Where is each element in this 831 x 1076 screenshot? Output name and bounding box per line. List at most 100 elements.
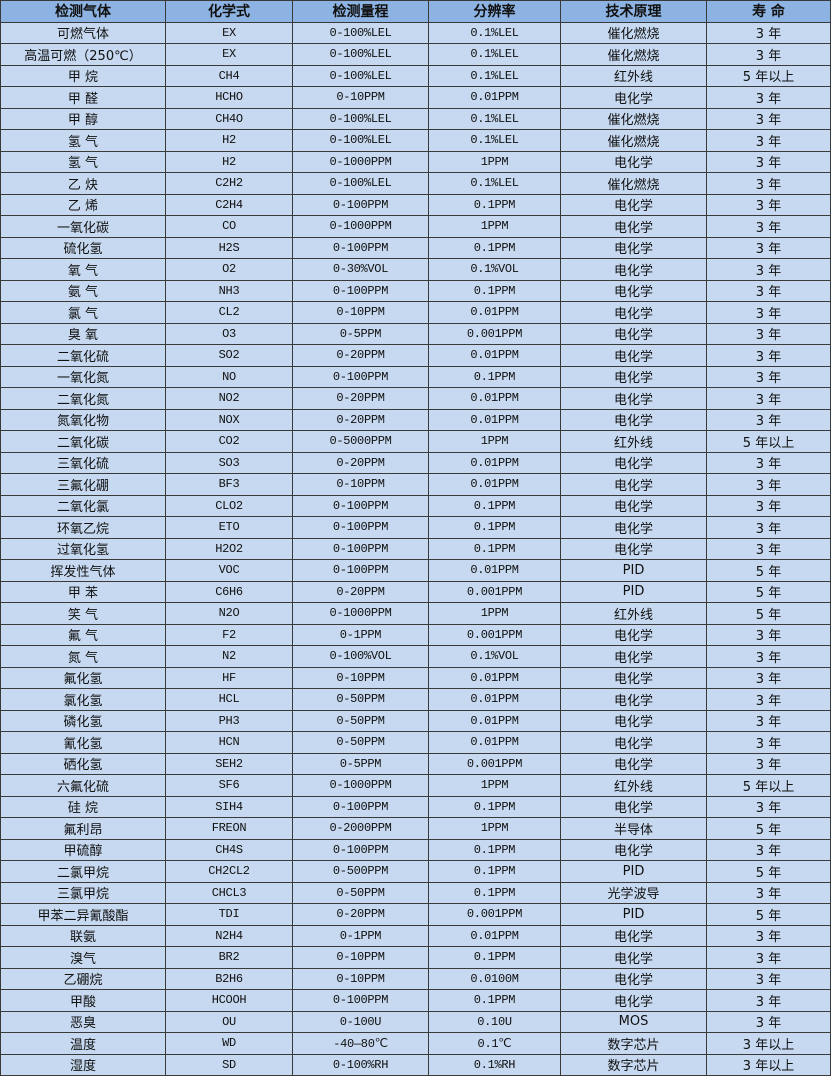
cell-gas: 磷化氢	[0, 709, 166, 732]
cell-principle: 电化学	[560, 731, 707, 754]
cell-gas: 甲 醇	[0, 107, 166, 130]
table-row: 甲 烷 CH4 0-100%LEL 0.1%LEL 红外线 5 年以上	[0, 64, 831, 87]
cell-gas: 氢 气	[0, 129, 166, 152]
cell-range: 0-20PPM	[292, 387, 429, 410]
cell-resolution: 0.1%LEL	[428, 129, 561, 152]
cell-principle: 电化学	[560, 365, 707, 388]
cell-resolution: 0.1℃	[428, 1032, 561, 1055]
cell-formula: SO2	[165, 344, 293, 367]
cell-resolution: 0.1%VOL	[428, 645, 561, 668]
cell-resolution: 0.1PPM	[428, 795, 561, 818]
cell-lifetime: 5 年	[706, 559, 831, 582]
table-row: 恶臭 OU 0-100U 0.10U MOS 3 年	[0, 1010, 831, 1033]
cell-resolution: 0.001PPM	[428, 322, 561, 345]
cell-principle: 电化学	[560, 623, 707, 646]
cell-formula: C2H2	[165, 172, 293, 195]
cell-gas: 过氧化氢	[0, 537, 166, 560]
cell-range: 0-10PPM	[292, 301, 429, 324]
table-row: 甲 醛 HCHO 0-10PPM 0.01PPM 电化学 3 年	[0, 86, 831, 109]
cell-gas: 可燃气体	[0, 21, 166, 44]
cell-range: 0-100%LEL	[292, 43, 429, 66]
cell-resolution: 0.1%RH	[428, 1053, 561, 1076]
cell-gas: 三氯甲烷	[0, 881, 166, 904]
table-row: 三氯甲烷 CHCL3 0-50PPM 0.1PPM 光学波导 3 年	[0, 881, 831, 904]
cell-resolution: 1PPM	[428, 150, 561, 173]
cell-principle: 光学波导	[560, 881, 707, 904]
cell-resolution: 0.0100M	[428, 967, 561, 990]
table-row: 二氧化碳 CO2 0-5000PPM 1PPM 红外线 5 年以上	[0, 430, 831, 453]
cell-range: 0-50PPM	[292, 709, 429, 732]
cell-gas: 甲苯二异氰酸酯	[0, 903, 166, 926]
cell-range: 0-100%LEL	[292, 21, 429, 44]
cell-formula: HF	[165, 666, 293, 689]
cell-lifetime: 3 年	[706, 301, 831, 324]
cell-gas: 二氧化氯	[0, 494, 166, 517]
cell-gas: 氰化氢	[0, 731, 166, 754]
cell-range: 0-100PPM	[292, 559, 429, 582]
table-row: 甲苯二异氰酸酯 TDI 0-20PPM 0.001PPM PID 5 年	[0, 903, 831, 926]
cell-gas: 联氨	[0, 924, 166, 947]
cell-gas: 六氟化硫	[0, 774, 166, 797]
cell-principle: 电化学	[560, 946, 707, 969]
cell-principle: 电化学	[560, 322, 707, 345]
cell-gas: 笑 气	[0, 602, 166, 625]
cell-gas: 乙 炔	[0, 172, 166, 195]
cell-lifetime: 3 年	[706, 494, 831, 517]
table-row: 可燃气体 EX 0-100%LEL 0.1%LEL 催化燃烧 3 年	[0, 21, 831, 44]
table-row: 湿度 SD 0-100%RH 0.1%RH 数字芯片 3 年以上	[0, 1053, 831, 1076]
cell-range: 0-100PPM	[292, 193, 429, 216]
cell-lifetime: 5 年	[706, 817, 831, 840]
cell-range: 0-1000PPM	[292, 774, 429, 797]
table-row: 氟利昂 FREON 0-2000PPM 1PPM 半导体 5 年	[0, 817, 831, 840]
table-row: 氮氧化物 NOX 0-20PPM 0.01PPM 电化学 3 年	[0, 408, 831, 431]
cell-formula: SIH4	[165, 795, 293, 818]
cell-lifetime: 3 年	[706, 537, 831, 560]
cell-principle: 电化学	[560, 344, 707, 367]
cell-gas: 甲 醛	[0, 86, 166, 109]
table-row: 溴气 BR2 0-10PPM 0.1PPM 电化学 3 年	[0, 946, 831, 969]
cell-formula: CH4O	[165, 107, 293, 130]
cell-principle: 电化学	[560, 193, 707, 216]
cell-principle: 电化学	[560, 838, 707, 861]
cell-range: 0-100PPM	[292, 279, 429, 302]
cell-lifetime: 3 年	[706, 838, 831, 861]
cell-gas: 恶臭	[0, 1010, 166, 1033]
cell-principle: 电化学	[560, 516, 707, 539]
cell-range: 0-100PPM	[292, 236, 429, 259]
cell-range: 0-30%VOL	[292, 258, 429, 281]
cell-lifetime: 3 年	[706, 946, 831, 969]
table-row: 甲硫醇 CH4S 0-100PPM 0.1PPM 电化学 3 年	[0, 838, 831, 861]
cell-lifetime: 5 年	[706, 580, 831, 603]
cell-principle: 电化学	[560, 967, 707, 990]
cell-gas: 环氧乙烷	[0, 516, 166, 539]
table-row: 磷化氢 PH3 0-50PPM 0.01PPM 电化学 3 年	[0, 709, 831, 732]
cell-formula: O2	[165, 258, 293, 281]
cell-resolution: 0.01PPM	[428, 709, 561, 732]
cell-range: -40—80℃	[292, 1032, 429, 1055]
cell-principle: 电化学	[560, 795, 707, 818]
table-row: 笑 气 N2O 0-1000PPM 1PPM 红外线 5 年	[0, 602, 831, 625]
cell-formula: FREON	[165, 817, 293, 840]
cell-principle: 数字芯片	[560, 1032, 707, 1055]
cell-range: 0-100PPM	[292, 516, 429, 539]
cell-range: 0-50PPM	[292, 731, 429, 754]
cell-formula: VOC	[165, 559, 293, 582]
cell-resolution: 0.1%LEL	[428, 172, 561, 195]
cell-formula: N2	[165, 645, 293, 668]
cell-principle: 电化学	[560, 473, 707, 496]
cell-range: 0-100U	[292, 1010, 429, 1033]
cell-gas: 一氧化碳	[0, 215, 166, 238]
cell-lifetime: 3 年	[706, 924, 831, 947]
cell-principle: 红外线	[560, 602, 707, 625]
cell-gas: 氯 气	[0, 301, 166, 324]
cell-lifetime: 3 年	[706, 193, 831, 216]
cell-range: 0-100PPM	[292, 795, 429, 818]
cell-lifetime: 3 年	[706, 172, 831, 195]
table-row: 环氧乙烷 ETO 0-100PPM 0.1PPM 电化学 3 年	[0, 516, 831, 539]
table-row: 三氧化硫 SO3 0-20PPM 0.01PPM 电化学 3 年	[0, 451, 831, 474]
cell-resolution: 0.1PPM	[428, 516, 561, 539]
cell-resolution: 0.1PPM	[428, 860, 561, 883]
cell-range: 0-5PPM	[292, 752, 429, 775]
cell-range: 0-100%VOL	[292, 645, 429, 668]
cell-resolution: 1PPM	[428, 430, 561, 453]
